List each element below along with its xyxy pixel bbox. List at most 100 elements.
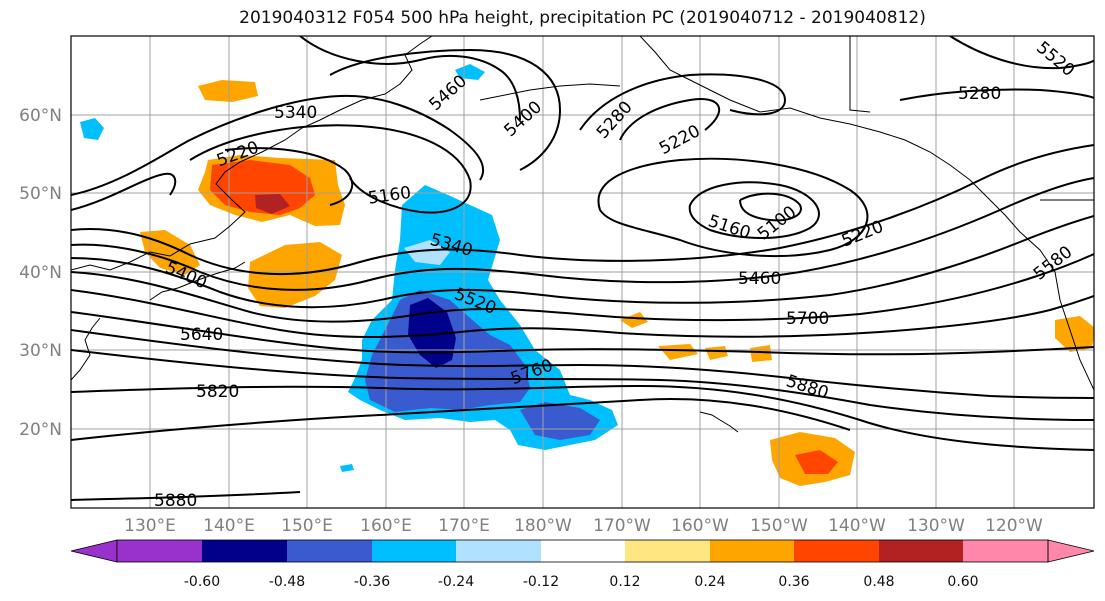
negative-precip-faint xyxy=(404,240,450,265)
lon-label-170E: 170°E xyxy=(438,516,490,536)
contour-label: 5280 xyxy=(958,84,1001,104)
contour-line xyxy=(688,181,820,239)
contour-line xyxy=(71,349,1094,421)
contour-label: 5700 xyxy=(786,309,829,329)
colorbar-frame xyxy=(116,539,1049,563)
colorbar-bin xyxy=(963,540,1048,562)
lon-label-130E: 130°E xyxy=(124,516,176,536)
contour-line xyxy=(71,311,1094,356)
colorbar-tick: 0.12 xyxy=(609,574,640,590)
contour-line xyxy=(71,491,301,501)
lon-label-160W: 160°W xyxy=(671,516,729,536)
height-contours xyxy=(71,36,1094,501)
colorbar-tick: -0.12 xyxy=(523,574,559,590)
colorbar-bin xyxy=(372,540,456,562)
lon-label-150W: 150°W xyxy=(750,516,808,536)
lon-label-140E: 140°E xyxy=(203,516,255,536)
contour-label: 5640 xyxy=(180,325,223,345)
coastlines xyxy=(71,36,1094,433)
colorbar-tick: -0.24 xyxy=(438,574,474,590)
colorbar-extend-high xyxy=(1047,539,1095,563)
colorbar-bin xyxy=(287,540,372,562)
lon-label-150E: 150°E xyxy=(281,516,333,536)
colorbar-ticks: -0.60 -0.48 -0.36 -0.24 -0.12 0.12 0.24 … xyxy=(184,574,979,590)
lon-label-140W: 140°W xyxy=(828,516,886,536)
contour-label: 5880 xyxy=(154,491,197,511)
lat-label-30N: 30°N xyxy=(19,341,62,361)
contour-line xyxy=(71,329,1094,399)
china-coast xyxy=(71,317,101,381)
aleutian-islands xyxy=(479,83,621,101)
colorbar-bin xyxy=(456,540,541,562)
colorbar-tick: -0.36 xyxy=(354,574,390,590)
contour-line xyxy=(739,192,802,222)
contour-line xyxy=(619,98,720,141)
contour-label: 5460 xyxy=(738,269,781,289)
positive-precip-dot1 xyxy=(620,312,648,328)
positive-precip-japan-east xyxy=(248,242,342,308)
lat-label-60N: 60°N xyxy=(19,106,62,126)
contour-line xyxy=(71,215,1094,309)
alaska-coast xyxy=(639,36,1094,391)
colorbar-tick: -0.60 xyxy=(184,574,220,590)
contour-line xyxy=(299,36,521,121)
positive-precip-siberia xyxy=(198,80,258,102)
contour-label: 5340 xyxy=(274,103,317,123)
colorbar-tick: 0.36 xyxy=(778,574,809,590)
asia-coast xyxy=(71,36,433,271)
positive-precip-hawaii-core xyxy=(795,450,838,474)
colorbar-bin xyxy=(117,540,202,562)
colorbar-extend-low xyxy=(70,539,118,563)
contour-line xyxy=(224,147,354,206)
contour-line xyxy=(71,177,1094,291)
latitude-labels: 60°N 50°N 40°N 30°N 20°N xyxy=(19,106,62,440)
lon-label-170W: 170°W xyxy=(593,516,651,536)
contour-line xyxy=(329,48,562,171)
negative-precip-north xyxy=(455,64,485,80)
colorbar-tick: -0.48 xyxy=(269,574,305,590)
contour-line xyxy=(71,398,851,441)
negative-precip-small xyxy=(340,464,354,472)
contour-line xyxy=(71,172,177,211)
lon-label-120W: 120°W xyxy=(985,516,1043,536)
contour-line xyxy=(579,73,787,131)
positive-precip-japan xyxy=(140,230,200,275)
colorbar-bin xyxy=(794,540,879,562)
lon-label-180W: 180°W xyxy=(514,516,572,536)
map-frame xyxy=(70,35,1095,509)
colorbar-tick: 0.24 xyxy=(694,574,725,590)
longitude-labels: 130°E 140°E 150°E 160°E 170°E 180°W 170°… xyxy=(124,516,1043,536)
contour-line xyxy=(597,157,869,258)
positive-precip-west-coast xyxy=(1055,316,1094,352)
positive-precip-dot4 xyxy=(750,345,772,362)
colorbar-bin xyxy=(879,540,963,562)
colorbar-bin xyxy=(202,540,287,562)
positive-precip-dot2 xyxy=(658,344,698,360)
positive-precip-kamchatka-peak xyxy=(255,194,290,214)
lon-label-130W: 130°W xyxy=(907,516,965,536)
lon-label-160E: 160°E xyxy=(360,516,412,536)
colorbar-tick: 0.48 xyxy=(863,574,894,590)
border-canada xyxy=(849,36,871,113)
japan-coast xyxy=(149,261,246,301)
hawaii-islands xyxy=(699,411,739,433)
contour-line xyxy=(899,88,1094,101)
contour-line xyxy=(71,253,1094,323)
map-title: 2019040312 F054 500 hPa height, precipit… xyxy=(239,8,926,28)
contour-line xyxy=(71,289,1094,338)
contour-line xyxy=(71,94,485,196)
lat-label-20N: 20°N xyxy=(19,420,62,440)
colorbar xyxy=(70,539,1095,563)
colorbar-bin xyxy=(710,540,794,562)
positive-precip-kamchatka-core xyxy=(210,160,315,215)
lat-label-50N: 50°N xyxy=(19,184,62,204)
contour-line xyxy=(71,144,1094,276)
colorbar-bin xyxy=(625,540,710,562)
colorbar-bin xyxy=(541,540,625,562)
lat-label-40N: 40°N xyxy=(19,263,62,283)
colorbar-tick: 0.60 xyxy=(947,574,978,590)
contour-line xyxy=(949,36,1094,70)
contour-line xyxy=(189,124,472,214)
contour-line xyxy=(71,384,1094,451)
